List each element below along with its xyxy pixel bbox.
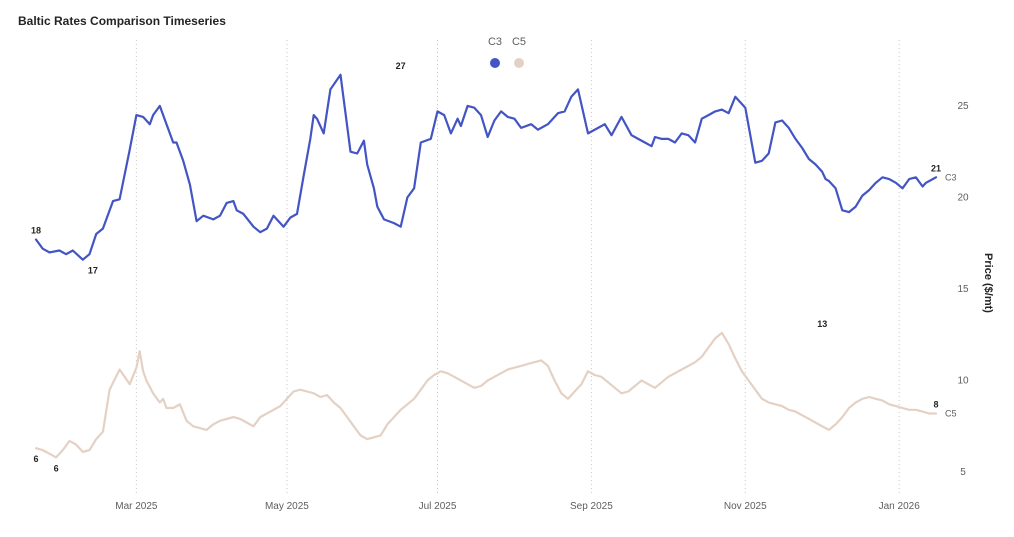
series-end-label-c5: C5 bbox=[945, 408, 957, 418]
data-label: 21 bbox=[931, 163, 941, 173]
data-label: 27 bbox=[396, 61, 406, 71]
y-tick-label: 5 bbox=[960, 467, 966, 478]
series-line-c5 bbox=[34, 331, 938, 459]
legend-label-c5: C5 bbox=[512, 36, 526, 48]
y-tick-label: 25 bbox=[957, 101, 969, 112]
x-tick-label: Jul 2025 bbox=[419, 501, 457, 512]
data-label: 8 bbox=[933, 399, 938, 409]
chart-title: Baltic Rates Comparison Timeseries bbox=[18, 14, 226, 28]
legend-marker-c5 bbox=[514, 58, 524, 68]
y-tick-label: 20 bbox=[957, 192, 969, 203]
x-tick-label: Nov 2025 bbox=[724, 501, 767, 512]
x-tick-label: May 2025 bbox=[265, 501, 309, 512]
x-tick-label: Jan 2026 bbox=[879, 501, 921, 512]
y-tick-label: 10 bbox=[957, 376, 969, 387]
data-label: 6 bbox=[33, 454, 38, 464]
series-end-label-c3: C3 bbox=[945, 172, 957, 182]
x-tick-label: Mar 2025 bbox=[115, 501, 158, 512]
data-label: 13 bbox=[817, 319, 827, 329]
data-label: 6 bbox=[54, 463, 59, 473]
y-tick-label: 15 bbox=[957, 284, 969, 295]
data-label: 17 bbox=[88, 266, 98, 276]
series-line-c3 bbox=[34, 73, 938, 261]
data-label: 18 bbox=[31, 226, 41, 236]
y-axis-label: Price ($/mt) bbox=[982, 253, 994, 313]
legend-label-c3: C3 bbox=[488, 36, 502, 48]
x-tick-label: Sep 2025 bbox=[570, 501, 613, 512]
legend-marker-c3 bbox=[490, 58, 500, 68]
